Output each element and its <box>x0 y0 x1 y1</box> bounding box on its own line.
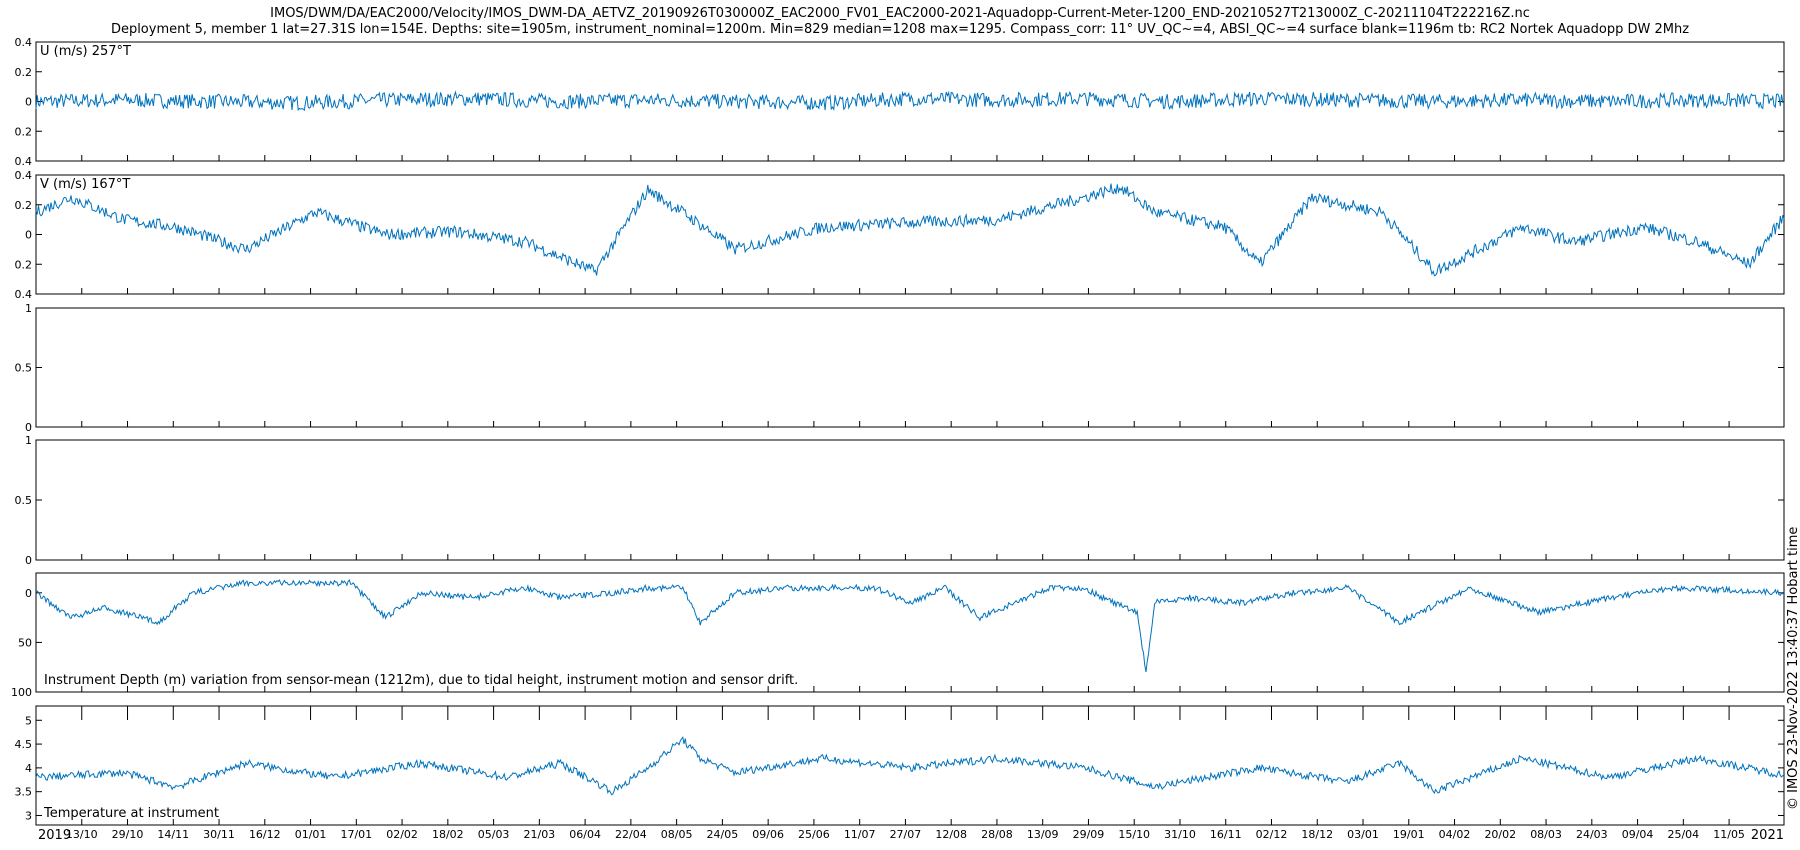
x-tick-label: 02/12 <box>1256 828 1288 841</box>
x-tick-label: 13/10 <box>66 828 98 841</box>
x-tick-label: 28/08 <box>981 828 1013 841</box>
x-tick-label: 12/08 <box>935 828 967 841</box>
y-tick-label: 0.4 <box>15 155 33 168</box>
x-tick-label: 03/01 <box>1347 828 1379 841</box>
x-tick-label: 05/03 <box>478 828 510 841</box>
x-tick-label: 25/04 <box>1667 828 1699 841</box>
y-tick-label: 0.5 <box>15 362 33 375</box>
x-tick-label: 21/03 <box>523 828 555 841</box>
x-tick-label: 18/12 <box>1301 828 1333 841</box>
y-tick-label: 3 <box>25 809 32 822</box>
y-tick-label: 0 <box>25 421 32 434</box>
x-tick-label: 11/07 <box>844 828 876 841</box>
series-line-temperature <box>35 736 1785 796</box>
series-line-depth_variation <box>35 579 1785 672</box>
x-tick-label: 22/04 <box>615 828 647 841</box>
panel-frame-empty_1 <box>35 307 1785 428</box>
x-tick-label: 09/06 <box>752 828 784 841</box>
x-tick-label: 31/10 <box>1164 828 1196 841</box>
y-tick-label: 0 <box>25 229 32 242</box>
x-tick-label: 13/09 <box>1027 828 1059 841</box>
y-tick-label: 0.2 <box>15 258 33 271</box>
x-tick-label: 18/02 <box>432 828 464 841</box>
panel-label-v_velocity: V (m/s) 167°T <box>40 177 130 192</box>
x-tick-label: 16/12 <box>249 828 281 841</box>
y-tick-label: 0.4 <box>15 288 33 301</box>
y-tick-label: 0.2 <box>15 125 33 138</box>
y-tick-label: 50 <box>18 636 32 649</box>
panel-frame-v_velocity <box>35 174 1785 295</box>
x-tick-label: 08/05 <box>661 828 693 841</box>
x-tick-label: 27/07 <box>890 828 922 841</box>
page-title-line-1: IMOS/DWM/DA/EAC2000/Velocity/IMOS_DWM-DA… <box>270 6 1530 21</box>
x-tick-label: 09/04 <box>1622 828 1654 841</box>
y-tick-label: 100 <box>11 686 32 699</box>
x-tick-label: 02/02 <box>386 828 418 841</box>
x-tick-label: 29/09 <box>1073 828 1105 841</box>
x-tick-label: 25/06 <box>798 828 830 841</box>
x-tick-label: 24/05 <box>707 828 739 841</box>
y-tick-label: 0 <box>25 587 32 600</box>
series-line-u_velocity <box>35 90 1785 112</box>
y-tick-label: 0.4 <box>15 169 33 182</box>
x-tick-label: 01/01 <box>295 828 327 841</box>
y-tick-label: 1 <box>25 302 32 315</box>
x-tick-label: 08/03 <box>1530 828 1562 841</box>
x-tick-label: 30/11 <box>203 828 235 841</box>
panel-label-u_velocity: U (m/s) 257°T <box>40 44 131 59</box>
x-year-end-label: 2021 <box>1751 828 1784 843</box>
x-tick-label: 04/02 <box>1439 828 1471 841</box>
y-tick-label: 5 <box>25 714 32 727</box>
copyright-timestamp: © IMOS 23-Nov-2022 13:40:37 Hobart time <box>1786 526 1800 810</box>
y-tick-label: 4.5 <box>15 738 33 751</box>
x-tick-label: 14/11 <box>157 828 189 841</box>
y-tick-label: 0.5 <box>15 494 33 507</box>
panel-frame-temperature <box>35 705 1785 826</box>
x-tick-label: 20/02 <box>1484 828 1516 841</box>
x-tick-label: 15/10 <box>1118 828 1150 841</box>
y-tick-label: 0 <box>25 554 32 567</box>
x-tick-label: 11/05 <box>1713 828 1745 841</box>
panel-frame-depth_variation <box>35 572 1785 693</box>
series-line-v_velocity <box>35 183 1785 277</box>
y-tick-label: 0.2 <box>15 66 33 79</box>
y-tick-label: 1 <box>25 434 32 447</box>
x-tick-label: 16/11 <box>1210 828 1242 841</box>
y-tick-label: 4 <box>25 762 32 775</box>
x-tick-label: 24/03 <box>1576 828 1608 841</box>
panel-label-temperature: Temperature at instrument <box>43 806 219 821</box>
x-tick-label: 19/01 <box>1393 828 1425 841</box>
panel-frame-empty_2 <box>35 439 1785 561</box>
y-tick-label: 0.4 <box>15 36 33 49</box>
y-tick-label: 0.2 <box>15 199 33 212</box>
x-tick-label: 29/10 <box>112 828 144 841</box>
page-title-line-2: Deployment 5, member 1 lat=27.31S lon=15… <box>110 22 1690 37</box>
x-year-start-label: 2019 <box>38 828 71 843</box>
y-tick-label: 0 <box>25 96 32 109</box>
y-tick-label: 3.5 <box>15 786 33 799</box>
x-tick-label: 17/01 <box>340 828 372 841</box>
x-tick-label: 06/04 <box>569 828 601 841</box>
panel-label-depth_variation: Instrument Depth (m) variation from sens… <box>44 673 798 688</box>
